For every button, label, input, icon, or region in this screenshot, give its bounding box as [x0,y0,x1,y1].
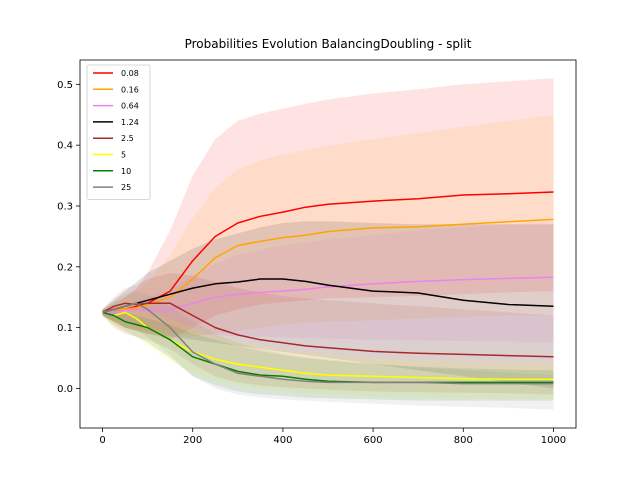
axes-frame [79,59,577,429]
y-tick-label: 0.5 [57,80,73,91]
x-tick-label: 400 [273,435,292,446]
series-line-0.64 [102,276,554,314]
legend-label-25: 25 [121,183,131,192]
confidence-bands [102,78,554,410]
x-tick-label: 200 [183,435,202,446]
legend-box [86,64,151,200]
legend-label-1.24: 1.24 [121,118,139,127]
y-tick-label: 0.2 [57,262,73,273]
band-0.64 [102,221,554,343]
y-tick-label: 0.1 [57,323,73,334]
band-5 [102,300,554,400]
legend-label-0.64: 0.64 [121,102,139,111]
legend-label-5: 5 [121,151,126,160]
band-0.16 [102,114,554,337]
y-tick-label: 0.4 [57,141,73,152]
series-line-5 [102,311,554,381]
y-axis: 0.0 0.1 0.2 0.3 0.4 0.5 [57,80,80,395]
series-lines [102,191,554,385]
chart-title: Probabilities Evolution BalancingDoublin… [185,37,472,51]
x-tick-label: 1000 [541,435,566,446]
band-25 [102,291,554,410]
band-0.08 [102,78,554,340]
legend-label-0.16: 0.16 [121,85,139,94]
x-tick-label: 800 [454,435,473,446]
legend-label-10: 10 [121,167,131,176]
series-line-0.08 [102,191,554,314]
x-axis: 0 200 400 600 800 1000 [99,428,566,446]
x-tick-label: 600 [364,435,383,446]
y-tick-label: 0.0 [57,384,73,395]
legend-label-2.5: 2.5 [121,134,134,143]
legend: 0.08 0.16 0.64 1.24 2.5 5 10 25 [86,64,151,200]
y-tick-label: 0.3 [57,201,73,212]
x-tick-label: 0 [99,435,105,446]
series-line-0.16 [102,218,554,314]
band-1.24 [102,221,554,389]
legend-label-0.08: 0.08 [121,69,139,78]
series-line-25 [102,302,554,385]
